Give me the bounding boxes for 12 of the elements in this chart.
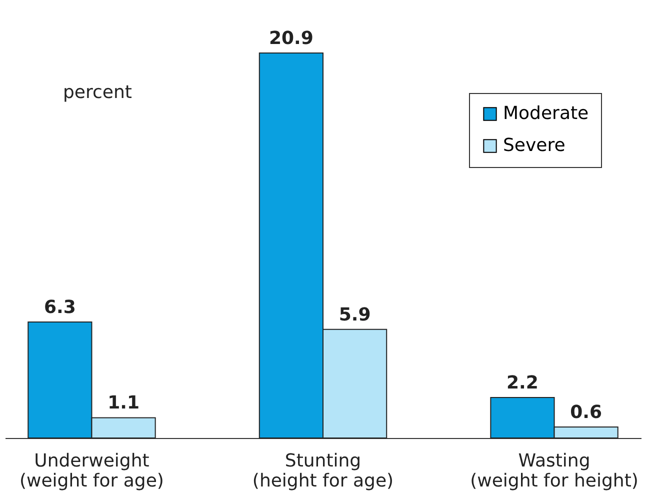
data-label: 2.2 [506,372,538,394]
x-tick-label: Stunting (height for age) [252,450,394,492]
legend-label: Severe [503,135,566,156]
data-label: 1.1 [108,392,140,414]
x-tick-label: Underweight (weight for age) [19,450,164,492]
data-label: 20.9 [268,28,314,49]
legend-label: Moderate [503,103,589,124]
data-label: 5.9 [338,304,371,326]
data-label: 6.3 [44,296,76,318]
y-axis-title: percent [63,82,132,103]
x-tick-label: Wasting (weight for height) [470,450,638,492]
data-label: 0.6 [570,402,602,423]
